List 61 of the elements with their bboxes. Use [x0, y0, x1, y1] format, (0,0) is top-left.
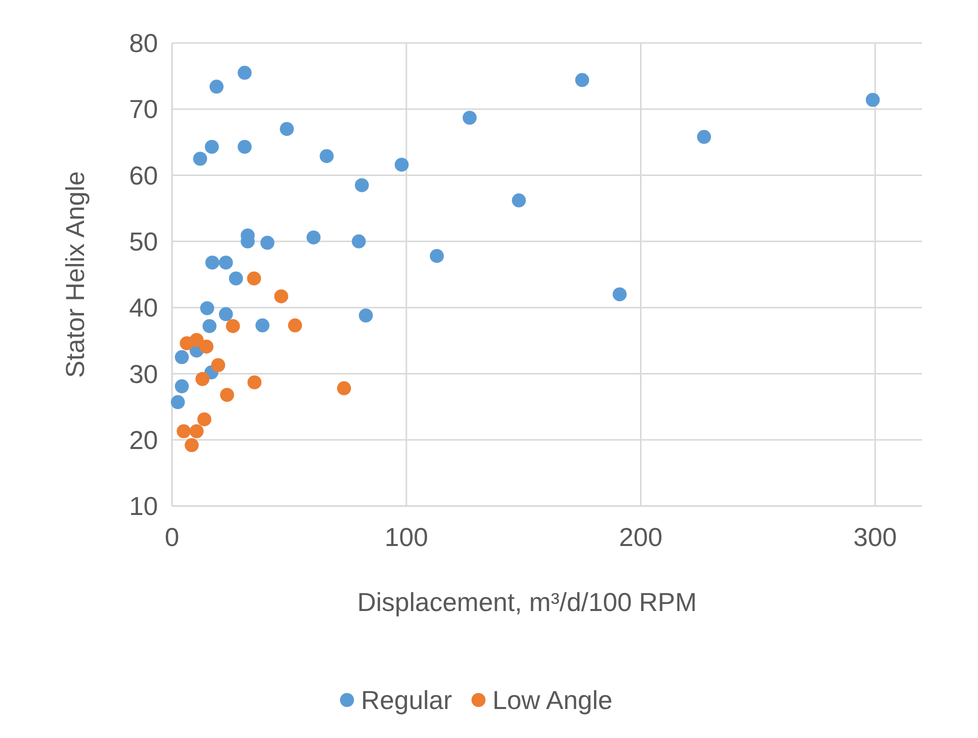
y-tick-label: 40 — [129, 292, 158, 323]
point — [200, 301, 214, 316]
legend-label: Low Angle — [492, 685, 612, 716]
point — [218, 307, 233, 322]
point — [288, 318, 302, 332]
y-tick-label: 70 — [129, 94, 158, 124]
point — [220, 388, 234, 402]
point — [238, 140, 252, 154]
point — [320, 149, 334, 164]
point — [211, 358, 226, 372]
point — [352, 234, 366, 248]
point — [430, 248, 444, 263]
point — [248, 375, 262, 390]
point — [170, 395, 185, 410]
point — [306, 230, 321, 244]
point — [247, 271, 262, 286]
point — [274, 289, 288, 304]
point — [197, 412, 212, 426]
point — [204, 140, 219, 154]
y-tick-label: 30 — [129, 358, 158, 389]
point — [337, 381, 352, 396]
point — [193, 152, 208, 166]
y-tick-label: 80 — [129, 28, 158, 58]
point — [612, 287, 627, 302]
point — [354, 178, 369, 192]
point — [195, 372, 210, 386]
point — [238, 66, 252, 80]
point — [210, 80, 224, 94]
point — [255, 318, 270, 332]
point — [697, 130, 712, 144]
y-tick-label: 60 — [129, 160, 158, 190]
point — [866, 92, 880, 107]
point — [512, 193, 526, 208]
point — [202, 319, 216, 334]
point — [280, 122, 294, 136]
point — [190, 424, 204, 438]
x-tick-label: 200 — [619, 522, 662, 552]
point — [176, 424, 191, 438]
y-tick-label: 50 — [129, 226, 158, 257]
x-tick-label: 100 — [384, 522, 428, 552]
legend-label: Regular — [361, 685, 452, 716]
y-axis-title: Stator Helix Angle — [60, 171, 90, 378]
point — [190, 332, 204, 347]
point — [462, 110, 477, 125]
point — [174, 379, 189, 394]
point — [228, 271, 243, 286]
point — [205, 256, 220, 270]
point — [575, 73, 590, 88]
y-tick-label: 20 — [129, 424, 158, 455]
point — [358, 308, 373, 323]
x-tick-label: 0 — [164, 522, 180, 552]
point — [218, 256, 233, 270]
x-axis-title: Displacement, m³/d/100 RPM — [357, 587, 697, 617]
point — [226, 319, 240, 334]
y-tick-label: 10 — [129, 491, 158, 522]
point — [260, 236, 274, 250]
x-tick-label: 300 — [853, 522, 897, 552]
point — [199, 340, 214, 354]
point — [174, 350, 189, 364]
point — [184, 438, 199, 452]
point — [394, 158, 409, 172]
